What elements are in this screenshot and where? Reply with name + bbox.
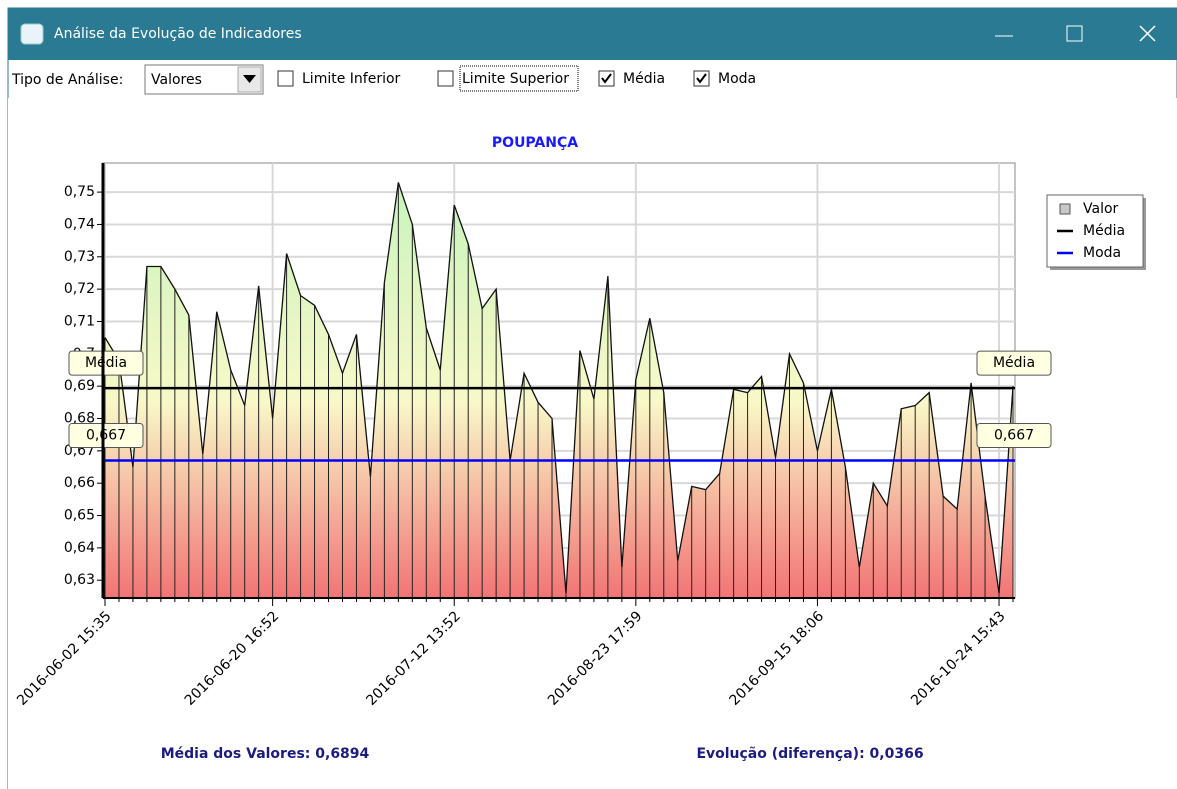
reference-annotation: Média [85,355,127,371]
checkbox-label: Limite Superior [462,71,569,87]
window-title: Análise da Evolução de Indicadores [54,26,302,42]
checkbox-label: Moda [718,71,756,87]
checkbox[interactable] [437,70,454,87]
select-value: Valores [151,72,202,88]
reference-annotation-box [68,350,144,376]
y-tick-label: 0,68 [64,411,95,427]
reference-annotation-box [976,350,1052,376]
reference-annotation: 0,667 [86,428,126,444]
close-button[interactable] [1139,25,1156,42]
checkmark [601,73,612,84]
y-tick-label: 0,74 [64,216,95,232]
y-tick-label: 0,63 [64,572,95,588]
analysis-type-label: Tipo de Análise: [11,72,123,88]
y-tick-label: 0,71 [64,313,95,329]
y-tick-label: 0,64 [64,540,95,556]
y-tick-label: 0,75 [64,184,95,200]
reference-annotation-box [976,423,1052,449]
mean-summary: Média dos Valores: 0,6894 [161,746,370,762]
chart-title: POUPANÇA [492,135,578,151]
legend-label: Média [1083,223,1125,239]
focus-outline [459,65,579,92]
evolution-summary: Evolução (diferença): 0,0366 [696,746,923,762]
reference-annotation: Média [993,355,1035,371]
checkbox-label: Média [623,71,665,87]
legend-swatch [1059,203,1071,215]
select-arrow [243,75,256,83]
title-bar [8,8,1177,60]
y-tick-label: 0,69 [64,378,95,394]
checkbox[interactable] [277,70,294,87]
value-line [104,182,1014,594]
y-tick-label: 0,73 [64,249,95,265]
reference-annotation-box [68,423,144,449]
area-fill [105,182,1013,598]
y-tick-label: 0,65 [64,508,95,524]
maximize-button[interactable] [1066,25,1083,42]
app-icon [20,23,44,45]
y-tick-label: 0,66 [64,475,95,491]
legend-label: Valor [1083,201,1119,217]
legend-label: Moda [1083,245,1121,261]
y-tick-label: 0,72 [64,281,95,297]
checkmark [696,73,707,84]
checkbox-label: Limite Inferior [302,71,401,87]
reference-annotation: 0,667 [994,428,1034,444]
